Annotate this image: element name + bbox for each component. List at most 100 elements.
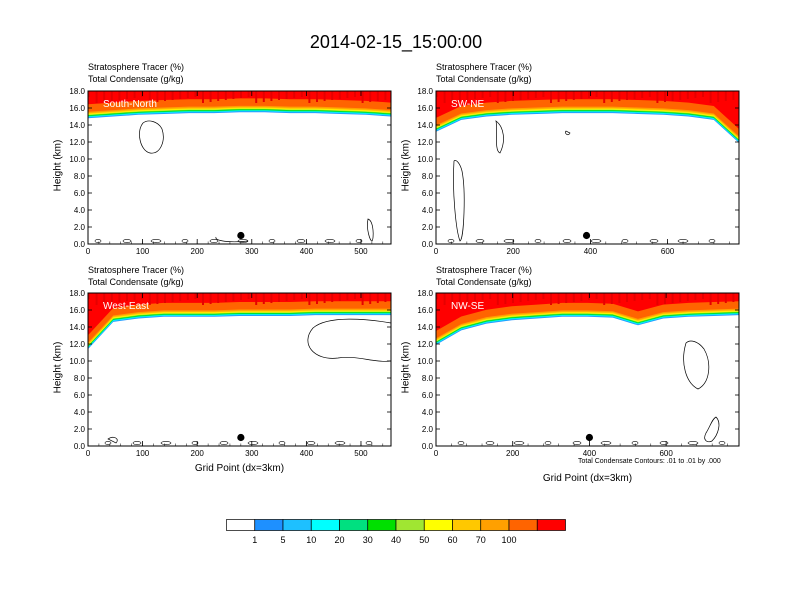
xtick-label: 600 [659,449,673,458]
tracer-streak [732,91,735,100]
tracer-streak [519,91,522,100]
tracer-streak [126,293,128,301]
surface-contour [572,441,582,445]
tracer-streak [369,91,372,102]
tracer-streak [323,91,326,101]
tracer-streak [194,293,197,299]
tracer-streak [610,293,613,304]
tracer-streak [369,293,372,304]
colorbar-label: 50 [419,535,430,545]
xtick-label: 100 [136,247,150,256]
ytick-label: 10.0 [69,357,85,366]
tracer-band [436,293,739,331]
tracer-streak [293,91,296,98]
ytick-label: 18.0 [417,289,433,298]
tracer-streak [664,91,666,102]
tracer-streak [247,293,250,299]
tracer-streak [496,91,499,103]
tracer-band [436,91,739,129]
chart-south-north: 0.0 2.0 4.0 6.0 8.0 10.0 12.0 14.0 16.0 18.0 0 100 2… [69,87,392,256]
surface-contour [590,239,602,243]
colorbar-swatch [395,519,425,531]
tracer-streak [458,91,461,101]
tracer-streak [88,91,90,97]
tracer-streak [156,91,159,102]
panel-south-north: 0.0 2.0 4.0 6.0 8.0 10.0 12.0 14.0 16.0 18.0 0 100 2… [69,87,392,256]
ytick-label: 2.0 [74,425,86,434]
tracer-streak [648,293,651,299]
tracer-streak [338,91,341,99]
tracer-streak [316,293,318,304]
panel-west-east: 0.0 2.0 4.0 6.0 8.0 10.0 12.0 14.0 16.0 18.0 0 100 2… [69,289,392,458]
xtick-label: 0 [86,247,91,256]
condensate-contour [107,437,118,444]
ytick-label: 0.0 [74,442,86,451]
ytick-label: 12.0 [417,138,433,147]
condensate-contour [495,120,504,154]
tracer-streak [118,293,121,302]
plot-frame [87,292,392,447]
ytick-label: 4.0 [422,408,434,417]
tracer-streak [103,293,106,304]
surface-contour [247,441,259,445]
tracer-streak [702,91,704,97]
panel-label: West-East [103,301,149,312]
surface-contour [306,441,316,445]
colorbar-swatches [226,519,566,531]
tracer-streak [331,91,334,100]
tracer-streak [209,91,212,102]
surface-contour [296,239,306,243]
colorbar-label: 40 [390,535,401,545]
surface-contour [278,441,286,445]
ytick-label: 14.0 [417,121,433,130]
condensate-contour [683,340,710,390]
field1-label-south-north: Stratosphere Tracer (%) [88,62,185,72]
xtick-label: 500 [354,449,368,458]
tracer-streak [194,91,197,97]
tracer-streak [671,293,674,303]
surface-contour [600,441,612,445]
ytick-label: 0.0 [422,240,434,249]
tracer-streak [126,91,128,99]
tracer-streak [285,293,288,301]
tracer-streak [217,91,220,101]
surface-contour [355,239,363,243]
tracer-streak [496,293,499,305]
tracer-streak [331,293,334,302]
tracer-streak [354,91,356,97]
tracer-streak [603,91,606,103]
tracer-streak [633,293,636,301]
tracer-streak [88,293,90,299]
tracer-streak [656,293,659,305]
tracer-streak [656,91,659,103]
xtick-label: 400 [300,247,314,256]
surface-contour [447,239,455,243]
ylabel-west-east: Height (km) [52,341,64,394]
tracer-streak [95,91,98,103]
xtick-label: 200 [191,247,205,256]
surface-contour [631,441,639,445]
ylabel-sw-ne: Height (km) [400,139,412,192]
tracer-streak [95,293,98,305]
ytick-label: 4.0 [422,206,434,215]
ytick-label: 2.0 [74,223,86,232]
tracer-streak [278,293,280,302]
tracer-streak [148,91,151,103]
xtick-label: 100 [136,449,150,458]
tracer-streak [641,91,644,98]
surface-contour [485,441,495,445]
ytick-label: 18.0 [69,87,85,96]
ytick-label: 18.0 [69,289,85,298]
ytick-label: 6.0 [422,391,434,400]
tracer-band [88,91,391,105]
tracer-streak [384,293,387,302]
xtick-label: 200 [506,449,520,458]
tracer-streak [376,293,379,303]
surface-contour [562,239,572,243]
surface-contour [621,239,629,243]
xtick-label: 0 [434,247,439,256]
ytick-label: 0.0 [74,240,86,249]
xtick-label: 0 [86,449,91,458]
ylabel-nw-se: Height (km) [400,341,412,394]
xtick-label: 600 [661,247,675,256]
